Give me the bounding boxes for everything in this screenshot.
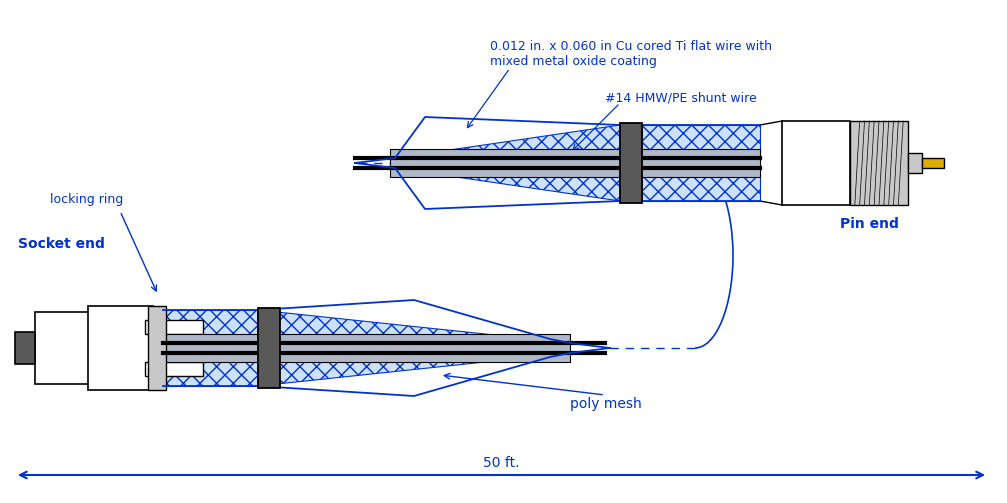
Bar: [782, 121, 850, 205]
Bar: [390, 149, 760, 177]
Bar: [922, 158, 944, 168]
Text: Socket end: Socket end: [18, 237, 105, 251]
Bar: [258, 308, 280, 388]
Bar: [145, 362, 203, 376]
Text: Pin end: Pin end: [840, 217, 899, 231]
Bar: [850, 121, 908, 205]
Bar: [15, 332, 35, 364]
Text: #14 HMW/PE shunt wire: #14 HMW/PE shunt wire: [605, 91, 756, 104]
Bar: [88, 306, 153, 390]
Polygon shape: [395, 125, 642, 201]
Text: 50 ft.: 50 ft.: [483, 456, 520, 470]
Bar: [148, 306, 166, 390]
Text: poly mesh: poly mesh: [570, 397, 641, 411]
Bar: [163, 334, 570, 362]
Polygon shape: [642, 125, 760, 201]
Text: locking ring: locking ring: [50, 193, 123, 206]
Bar: [145, 320, 203, 334]
Text: 0.012 in. x 0.060 in Cu cored Ti flat wire with
mixed metal oxide coating: 0.012 in. x 0.060 in Cu cored Ti flat wi…: [490, 40, 772, 68]
Bar: [35, 312, 90, 384]
Bar: [908, 153, 922, 173]
Bar: [620, 123, 642, 203]
Polygon shape: [258, 310, 570, 386]
Polygon shape: [163, 310, 258, 386]
